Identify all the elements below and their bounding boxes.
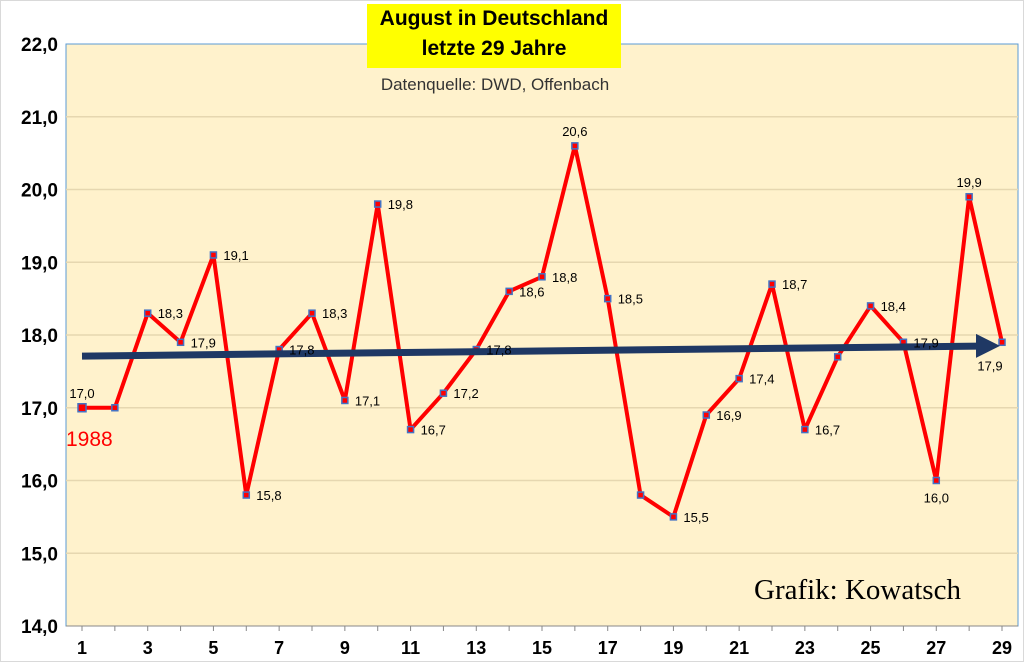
data-point bbox=[669, 513, 678, 521]
data-point bbox=[439, 389, 448, 397]
x-tick-label: 3 bbox=[143, 638, 153, 658]
data-point bbox=[866, 302, 875, 310]
y-tick-label: 19,0 bbox=[21, 253, 58, 274]
data-label: 16,0 bbox=[924, 491, 949, 506]
data-point bbox=[242, 491, 251, 499]
data-label: 19,8 bbox=[388, 197, 413, 212]
data-point bbox=[538, 273, 546, 281]
data-label: 18,3 bbox=[322, 306, 347, 321]
data-point bbox=[768, 280, 776, 288]
data-label: 17,8 bbox=[486, 343, 511, 358]
x-tick-label: 1 bbox=[77, 638, 87, 658]
x-tick-label: 13 bbox=[466, 638, 486, 658]
data-label: 17,1 bbox=[355, 393, 380, 408]
data-point bbox=[176, 338, 185, 347]
data-point bbox=[636, 491, 645, 499]
data-label: 17,2 bbox=[453, 386, 478, 401]
data-label: 17,8 bbox=[289, 343, 314, 358]
data-label: 17,9 bbox=[913, 335, 938, 350]
data-point bbox=[341, 396, 349, 405]
title-line-2: letzte 29 Jahre bbox=[421, 37, 567, 60]
x-tick-label: 17 bbox=[598, 638, 618, 658]
x-tick-label: 9 bbox=[340, 638, 350, 658]
data-label: 19,1 bbox=[223, 248, 248, 263]
start-year-label: 1988 bbox=[66, 428, 113, 451]
x-tick-label: 7 bbox=[274, 638, 284, 658]
trend-line bbox=[81, 342, 979, 360]
data-label: 16,9 bbox=[716, 408, 741, 423]
data-label: 15,5 bbox=[683, 510, 708, 525]
data-label: 17,4 bbox=[749, 372, 774, 387]
x-tick-label: 15 bbox=[532, 638, 552, 658]
y-tick-label: 16,0 bbox=[21, 472, 58, 493]
trend-arrowhead bbox=[976, 333, 1000, 358]
data-point bbox=[373, 200, 382, 208]
data-point bbox=[603, 294, 612, 303]
data-label: 18,5 bbox=[618, 292, 643, 307]
title-line-1: August in Deutschland bbox=[379, 7, 609, 30]
data-point bbox=[571, 142, 579, 150]
data-point bbox=[965, 193, 973, 201]
data-point bbox=[801, 425, 809, 434]
data-point bbox=[932, 476, 941, 485]
data-point bbox=[209, 251, 218, 259]
data-point bbox=[505, 287, 513, 296]
data-label: 17,9 bbox=[977, 358, 1002, 373]
data-label: 16,7 bbox=[815, 423, 840, 438]
data-label: 18,4 bbox=[881, 299, 906, 314]
data-label: 18,3 bbox=[158, 306, 183, 321]
x-tick-label: 27 bbox=[926, 638, 946, 658]
x-tick-label: 11 bbox=[401, 638, 420, 658]
chart-title: August in Deutschland letzte 29 Jahre bbox=[367, 4, 621, 68]
data-point bbox=[308, 309, 316, 317]
data-label: 17,9 bbox=[191, 335, 216, 350]
y-tick-label: 15,0 bbox=[21, 544, 58, 565]
data-label: 18,8 bbox=[552, 270, 577, 285]
chart-subtitle: Datenquelle: DWD, Offenbach bbox=[380, 75, 610, 94]
chart-credit: Grafik: Kowatsch bbox=[754, 574, 961, 606]
y-tick-label: 18,0 bbox=[21, 326, 58, 347]
data-label: 19,9 bbox=[956, 175, 981, 190]
data-label: 16,7 bbox=[421, 423, 446, 438]
y-tick-label: 17,0 bbox=[21, 399, 58, 420]
data-point bbox=[735, 374, 743, 383]
data-point bbox=[143, 309, 152, 317]
y-tick-label: 14,0 bbox=[21, 617, 58, 638]
x-tick-label: 23 bbox=[795, 638, 815, 658]
x-tick-label: 21 bbox=[729, 638, 749, 658]
data-point bbox=[702, 411, 711, 419]
data-label: 18,6 bbox=[519, 284, 544, 299]
x-tick-label: 5 bbox=[208, 638, 218, 658]
y-tick-label: 21,0 bbox=[21, 108, 58, 129]
data-point bbox=[406, 425, 415, 434]
data-label: 20,6 bbox=[562, 124, 587, 139]
data-point bbox=[111, 404, 119, 412]
data-point bbox=[998, 338, 1006, 347]
data-point bbox=[833, 353, 842, 361]
x-tick-label: 25 bbox=[861, 638, 881, 658]
x-tick-label: 29 bbox=[992, 638, 1012, 658]
y-tick-label: 20,0 bbox=[21, 181, 58, 202]
x-tick-label: 19 bbox=[663, 638, 683, 658]
data-point bbox=[77, 403, 87, 413]
data-label: 18,7 bbox=[782, 277, 807, 292]
data-label: 17,0 bbox=[69, 386, 94, 401]
y-tick-label: 22,0 bbox=[21, 35, 58, 56]
data-label: 15,8 bbox=[256, 488, 281, 503]
